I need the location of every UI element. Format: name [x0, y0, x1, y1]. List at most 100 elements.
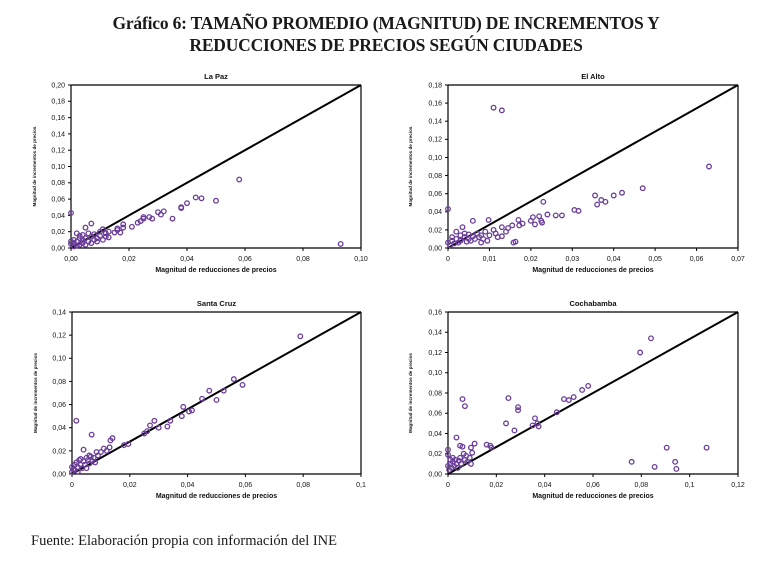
x-tick-label: 0,02	[490, 482, 504, 489]
data-point	[125, 440, 132, 447]
data-point	[157, 211, 164, 218]
data-point	[488, 444, 495, 451]
data-point	[169, 215, 176, 222]
data-point	[515, 404, 522, 411]
data-point	[94, 238, 101, 245]
data-point	[213, 197, 219, 204]
data-point	[637, 349, 644, 356]
y-tick-label: 0,08	[51, 180, 65, 187]
data-point	[453, 434, 460, 441]
data-point	[565, 397, 572, 404]
x-axis-label: Magnitud de reducciones de precios	[532, 267, 653, 274]
x-tick-label: 0,04	[538, 482, 552, 489]
y-tick-label: 0,16	[428, 309, 442, 316]
data-point	[102, 233, 109, 240]
data-point	[484, 237, 491, 244]
y-tick-label: 0,00	[428, 471, 442, 478]
source-note: Fuente: Elaboración propia con informaci…	[31, 533, 338, 549]
data-point	[458, 460, 465, 467]
data-point	[505, 225, 512, 232]
data-point	[585, 382, 592, 389]
x-tick-label: 0,04	[180, 256, 194, 263]
data-point	[117, 229, 124, 236]
x-axis-label: Magnitud de reducciones de precios	[156, 493, 277, 500]
data-point	[99, 236, 106, 243]
data-point	[95, 452, 101, 459]
x-tick-label: 0,06	[586, 482, 600, 489]
x-tick-label: 0,10	[354, 256, 368, 263]
y-tick-label: 0,16	[428, 101, 442, 108]
data-point	[457, 237, 464, 244]
panel-title: Cochabamba	[569, 299, 617, 308]
y-tick-label: 0,10	[428, 155, 442, 162]
data-point	[128, 223, 135, 230]
data-point	[147, 422, 153, 429]
y-tick-label: 0,12	[428, 137, 442, 144]
y-tick-label: 0,14	[51, 131, 65, 138]
x-tick-label: 0,08	[296, 256, 310, 263]
data-point	[106, 444, 113, 451]
y-tick-label: 0,06	[428, 191, 442, 198]
data-point	[236, 176, 243, 183]
data-point	[114, 225, 121, 232]
panel-title: El Alto	[581, 72, 605, 81]
data-point	[553, 409, 560, 416]
x-tick-label: 0,08	[296, 482, 310, 489]
panel-title: Santa Cruz	[197, 299, 236, 308]
data-point	[99, 226, 106, 233]
data-point	[619, 189, 625, 196]
data-point	[453, 228, 460, 235]
data-point	[639, 185, 646, 192]
data-point	[91, 231, 98, 238]
data-point	[155, 424, 162, 431]
data-point	[552, 212, 559, 219]
data-point	[503, 420, 509, 427]
data-point	[188, 407, 195, 414]
x-tick-label: 0,12	[731, 482, 745, 489]
data-point	[459, 396, 466, 403]
x-tick-label: 0,06	[690, 256, 704, 263]
data-point	[529, 422, 536, 429]
data-point	[468, 460, 474, 467]
data-point	[167, 417, 174, 424]
data-point	[73, 417, 80, 424]
data-point	[579, 387, 586, 393]
data-point	[164, 423, 171, 430]
data-point	[703, 444, 710, 451]
y-tick-label: 0,10	[52, 356, 66, 363]
y-tick-label: 0,14	[428, 330, 442, 337]
y-tick-label: 0,04	[428, 431, 442, 438]
x-tick-label: 0,04	[607, 256, 621, 263]
data-point	[592, 192, 599, 199]
data-point	[485, 216, 492, 223]
y-tick-label: 0,18	[51, 99, 65, 106]
y-tick-label: 0,04	[51, 213, 65, 220]
data-point	[459, 443, 466, 450]
data-point	[490, 104, 497, 111]
y-tick-label: 0,12	[51, 148, 65, 155]
data-point	[103, 447, 110, 454]
data-point	[663, 444, 670, 451]
reference-line	[71, 311, 362, 475]
data-point	[73, 238, 80, 245]
data-point	[337, 240, 344, 247]
x-tick-label: 0,02	[122, 256, 136, 263]
data-point	[105, 234, 112, 241]
x-tick-label: 0,08	[635, 482, 649, 489]
y-tick-label: 0,12	[52, 333, 66, 340]
data-point	[651, 463, 658, 470]
data-point	[594, 201, 601, 208]
y-tick-label: 0,08	[428, 390, 442, 397]
data-point	[469, 449, 476, 456]
x-tick-label: 0,01	[483, 256, 497, 263]
data-point	[509, 222, 516, 229]
data-point	[461, 403, 468, 410]
data-point	[68, 210, 74, 216]
data-point	[511, 427, 518, 434]
y-tick-label: 0,16	[51, 115, 65, 122]
y-axis-label: Magnitud de incrementos de precios	[408, 353, 413, 433]
data-point	[673, 465, 680, 472]
y-axis-label: Magnitud de incrementos de precios	[408, 126, 413, 206]
data-point	[457, 454, 464, 461]
